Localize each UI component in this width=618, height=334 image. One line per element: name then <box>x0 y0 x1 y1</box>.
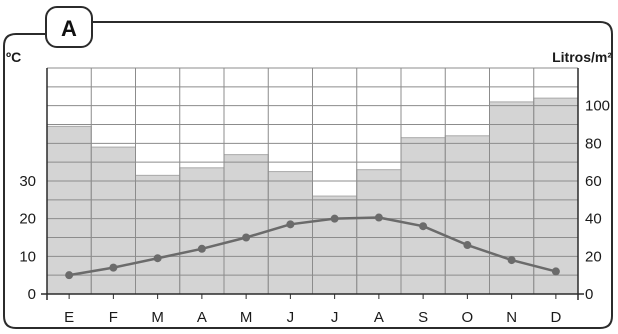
temperature-point <box>551 267 560 276</box>
right-tick-label: 40 <box>585 211 602 228</box>
x-tick-label: D <box>550 309 561 326</box>
x-tick-label: J <box>287 309 295 326</box>
temperature-point <box>153 254 162 263</box>
right-tick-label: 100 <box>585 98 610 115</box>
x-tick-label: A <box>374 309 384 326</box>
left-tick-label: 10 <box>19 248 36 265</box>
temperature-point <box>109 263 118 272</box>
precipitation-bar <box>312 195 358 295</box>
temperature-point <box>242 233 251 242</box>
temperature-polyline <box>68 216 557 277</box>
precipitation-bar <box>135 174 181 295</box>
right-tick-label: 20 <box>585 248 602 265</box>
temperature-line <box>65 213 560 280</box>
temperature-point <box>65 271 74 280</box>
precipitation-bar <box>444 135 490 295</box>
left-tick-label: 20 <box>19 211 36 228</box>
precipitation-bar <box>223 154 269 295</box>
x-tick-label: M <box>151 309 164 326</box>
axis-labels: E F M A M J J A S O N D 0 10 20 30 0 20 40 60 80 100 <box>19 98 610 326</box>
precipitation-bar <box>533 97 579 295</box>
x-tick-label: N <box>506 309 517 326</box>
x-tick-label: E <box>64 309 74 326</box>
x-tick-label: F <box>109 309 118 326</box>
chart-badge: A <box>45 6 93 48</box>
right-tick-label: 60 <box>585 173 602 190</box>
x-tick-label: O <box>462 309 474 326</box>
right-axis-unit: Litros/m² <box>552 49 612 65</box>
left-tick-label: 30 <box>19 173 36 190</box>
left-tick-label: 0 <box>28 286 36 303</box>
chart-grid <box>41 67 584 300</box>
temperature-point <box>330 214 339 223</box>
precipitation-bar <box>46 125 92 295</box>
temperature-point <box>374 213 383 222</box>
temperature-point <box>419 222 428 231</box>
right-tick-label: 0 <box>585 286 593 303</box>
x-tick-label: A <box>197 309 207 326</box>
left-axis-unit: ºC <box>6 49 21 65</box>
temperature-point <box>197 244 206 253</box>
temperature-point <box>507 256 516 265</box>
x-tick-label: M <box>240 309 253 326</box>
precipitation-bar <box>400 137 446 295</box>
precipitation-bars <box>46 97 579 295</box>
right-tick-label: 80 <box>585 135 602 152</box>
x-tick-label: S <box>418 309 428 326</box>
badge-label: A <box>61 16 77 41</box>
x-tick-label: J <box>331 309 339 326</box>
temperature-point <box>286 220 295 229</box>
outer-frame <box>3 21 613 329</box>
temperature-point <box>463 241 472 250</box>
precipitation-bar <box>90 146 136 295</box>
